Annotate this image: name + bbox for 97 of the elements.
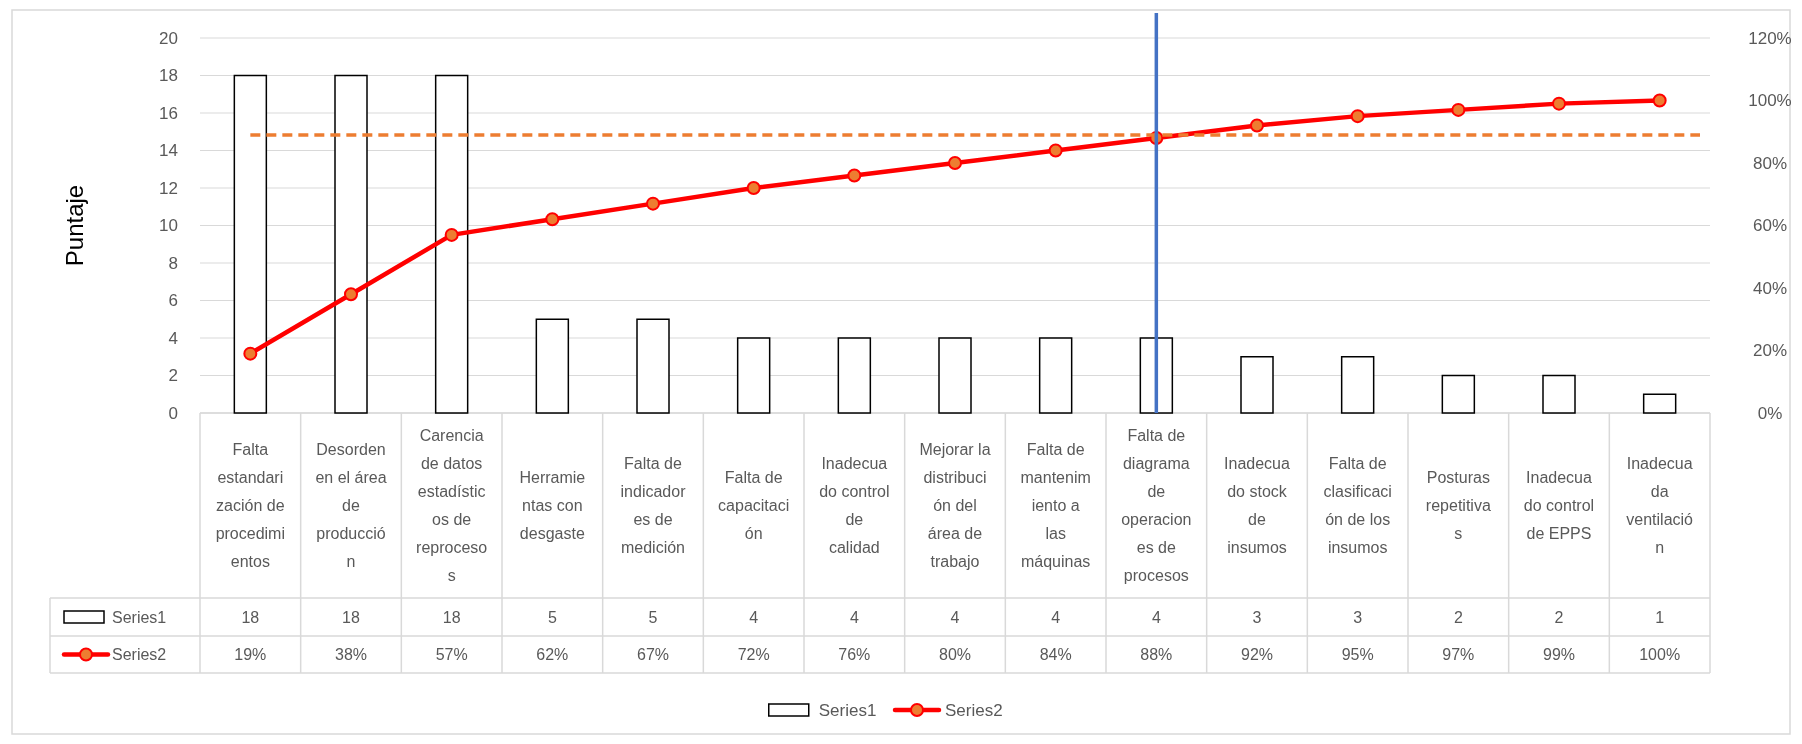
point	[646, 196, 660, 211]
y-axis-title: Puntaje	[61, 184, 88, 267]
data-label: 1	[1655, 608, 1665, 626]
data-label: 72%	[737, 646, 770, 664]
data-label: 38%	[334, 646, 368, 664]
y2-tick-label: 80%	[1752, 153, 1788, 173]
x-tick-label: Falta de indicadores de medición	[620, 455, 687, 557]
point	[243, 346, 258, 361]
bar	[1542, 374, 1576, 414]
y2-tick-label: 120%	[1748, 28, 1792, 48]
y-tick-label: 12	[159, 178, 178, 198]
data-label: 19%	[234, 646, 267, 664]
legend-label: Series1	[112, 608, 167, 626]
data-label: 62%	[536, 646, 569, 664]
x-tick-label: Falta de diagrama de operaciones de procesos	[1121, 427, 1192, 585]
point	[344, 287, 358, 302]
data-label: 2	[1453, 608, 1463, 626]
bar	[736, 337, 771, 414]
y2-tick-label: 0%	[1757, 403, 1783, 423]
bar	[938, 337, 972, 414]
y2-tick-label: 60%	[1752, 216, 1788, 236]
x-tick-label: Falta estandarización de procedimientos	[215, 441, 286, 571]
data-label: 18	[342, 608, 360, 626]
data-label: 88%	[1140, 646, 1173, 664]
bar	[434, 74, 469, 414]
data-label: 80%	[938, 646, 972, 664]
data-label: 67%	[636, 646, 670, 664]
bar	[837, 337, 872, 414]
data-label: 57%	[435, 646, 468, 664]
y2-tick-label: 40%	[1752, 278, 1788, 298]
data-label: 3	[1252, 608, 1262, 626]
bar	[334, 74, 368, 414]
point	[746, 181, 761, 195]
point	[444, 227, 459, 242]
y-tick-label: 16	[159, 103, 178, 123]
x-tick-label: Inadecuado stock de insumos	[1224, 455, 1291, 557]
y-tick-label: 20	[159, 28, 178, 48]
data-label: 99%	[1542, 646, 1576, 664]
x-tick-label: Desorden en el área de producción	[315, 441, 387, 571]
point	[1652, 93, 1667, 108]
data-label: 97%	[1442, 646, 1475, 664]
data-label: 92%	[1240, 646, 1274, 664]
data-label: 4	[1051, 608, 1061, 626]
data-label: 5	[547, 608, 557, 626]
data-label: 4	[849, 608, 859, 626]
bar	[1038, 337, 1073, 414]
x-tick-label: Herramientas con desgaste	[519, 469, 586, 543]
data-label: 18	[241, 608, 260, 626]
point	[1250, 118, 1264, 133]
y2-tick-label: 20%	[1752, 341, 1788, 361]
y-tick-label: 2	[168, 366, 178, 386]
legend-label: Series2	[112, 646, 167, 664]
y-tick-label: 0	[168, 403, 178, 423]
data-label: 4	[749, 608, 759, 626]
bar	[1441, 374, 1476, 414]
x-tick-label: Falta de capacitación	[718, 469, 790, 543]
data-label: 100%	[1639, 646, 1681, 664]
x-tick-label: Inadecuado control de calidad	[819, 455, 890, 557]
y-tick-label: 4	[168, 328, 178, 348]
data-label: 3	[1353, 608, 1363, 626]
text: Series2	[945, 700, 1003, 720]
y-tick-label: 14	[159, 141, 178, 161]
data-label: 4	[1151, 608, 1161, 626]
y-tick-label: 6	[168, 291, 178, 311]
data-label: 4	[950, 608, 960, 626]
bar	[233, 74, 268, 414]
point	[847, 168, 862, 183]
point	[1350, 109, 1365, 124]
point	[545, 212, 560, 227]
point	[1451, 102, 1466, 117]
y2-tick-label: 100%	[1748, 91, 1792, 111]
text: Series1	[818, 700, 877, 720]
bar	[535, 318, 570, 414]
x-tick-label: Posturas repetitivas	[1425, 469, 1491, 543]
point	[1552, 96, 1566, 111]
x-tick-label: Inadecuado control de EPPS	[1523, 469, 1595, 543]
x-tick-label: Carencia de datos estadísticos de reprocesos	[416, 427, 488, 585]
bar	[1340, 356, 1375, 414]
y-tick-label: 18	[159, 66, 178, 86]
point	[948, 156, 962, 170]
data-label: 18	[442, 608, 461, 626]
bar	[1139, 337, 1174, 414]
data-label: 76%	[838, 646, 871, 664]
x-tick-label: Falta de mantenimiento a las máquinas	[1020, 441, 1091, 571]
data-label: 95%	[1341, 646, 1374, 664]
bar	[1240, 356, 1274, 414]
x-tick-label: Inadecuada ventilación	[1626, 455, 1694, 557]
x-tick-label: Falta de clasificación de los insumos	[1323, 455, 1392, 557]
y-tick-label: 8	[168, 253, 178, 273]
x-tick-label: Mejorar la distribución del área de trabajo	[919, 441, 991, 571]
bar	[1642, 393, 1677, 414]
point	[1048, 143, 1063, 158]
data-label: 2	[1554, 608, 1564, 626]
bar	[636, 318, 670, 414]
y-tick-label: 10	[159, 216, 178, 236]
data-label: 5	[648, 608, 658, 626]
data-label: 84%	[1039, 646, 1072, 664]
